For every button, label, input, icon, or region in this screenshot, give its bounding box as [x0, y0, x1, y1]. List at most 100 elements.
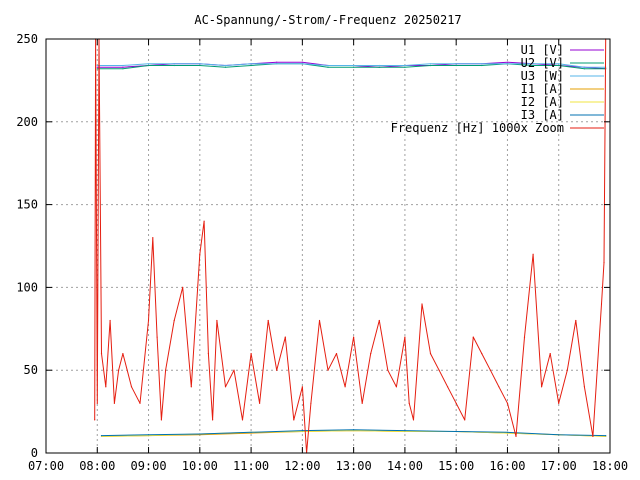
series-7-point	[387, 369, 389, 371]
series-7-point	[361, 402, 363, 404]
series-7-point	[212, 419, 214, 421]
series-3-point	[558, 63, 560, 65]
series-7-point	[472, 336, 474, 338]
series-2-point	[558, 64, 560, 67]
series-2-point	[147, 64, 150, 67]
series-2-point	[327, 66, 329, 68]
x-tick-label: 11:00	[233, 459, 269, 473]
x-tick-label: 16:00	[489, 459, 525, 473]
series-7-point	[276, 369, 278, 371]
series-3-point	[532, 63, 534, 65]
legend-label-6: I3 [A]	[521, 108, 564, 122]
series-3-point	[276, 63, 278, 65]
series-7-point	[293, 419, 295, 421]
y-tick-label: 250	[16, 32, 38, 46]
y-tick-label: 100	[16, 280, 38, 294]
series-7-point	[515, 435, 517, 437]
series-7-point	[160, 419, 162, 421]
series-3-point	[455, 63, 457, 65]
x-tick-label: 08:00	[79, 459, 115, 473]
series-7-point	[395, 386, 397, 388]
series-7-point	[267, 319, 269, 322]
series-7-point	[182, 286, 184, 288]
series-3-point	[404, 64, 406, 67]
series-2-point	[199, 64, 201, 67]
series-6-point	[100, 435, 103, 437]
series-7-point	[566, 369, 568, 371]
series-2-point	[224, 66, 227, 68]
series-1-point	[301, 61, 303, 63]
series-6-point	[199, 433, 201, 435]
series-7-point	[558, 402, 560, 404]
series-7-point	[592, 435, 594, 437]
series-7-point	[370, 353, 372, 355]
series-6-point	[250, 431, 252, 433]
series-6-point	[558, 434, 560, 436]
series-7-point	[190, 386, 192, 388]
legend-label-3: U3 [W]	[521, 69, 564, 83]
series-2-point	[455, 64, 457, 67]
series-7-point	[207, 353, 209, 355]
y-tick-label: 0	[31, 446, 38, 460]
chart-title: AC-Spannung/-Strom/-Frequenz 20250217	[194, 13, 461, 27]
series-2-point	[173, 64, 175, 67]
series-3-point	[429, 63, 432, 65]
series-3-point	[96, 64, 98, 67]
series-2-point	[583, 68, 586, 70]
series-6-point	[455, 430, 457, 433]
series-7-point	[455, 402, 457, 404]
series-3-point	[224, 64, 227, 67]
x-tick-label: 17:00	[541, 459, 577, 473]
series-7-point	[156, 336, 158, 338]
series-2-point	[404, 66, 406, 68]
series-5-point	[404, 430, 406, 433]
series-7-point	[583, 386, 586, 388]
series-2-point	[481, 64, 483, 67]
series-2-point	[429, 64, 432, 67]
series-6-point	[301, 430, 303, 432]
series-3-point	[506, 63, 509, 65]
series-3-point	[481, 63, 483, 65]
series-7-point	[109, 319, 111, 322]
series-3-point	[583, 66, 586, 68]
series-7-point	[523, 336, 526, 338]
legend-label-5: I2 [A]	[521, 95, 564, 109]
series-7-point	[404, 336, 406, 338]
x-tick-label: 10:00	[182, 459, 218, 473]
series-line-7	[94, 38, 607, 454]
series-7-point	[173, 319, 175, 322]
legend-label-1: U1 [V]	[521, 43, 564, 57]
series-7-point	[318, 319, 321, 322]
series-7-point	[139, 402, 141, 404]
series-7-point	[429, 353, 432, 355]
series-7-point	[327, 369, 329, 371]
series-6-point	[404, 430, 406, 432]
series-7-point	[498, 386, 500, 388]
series-2-point	[122, 68, 124, 70]
series-7-point	[105, 386, 107, 388]
series-7-point	[378, 319, 380, 322]
series-7-point	[600, 303, 603, 305]
series-6-point	[147, 434, 150, 436]
series-7-point	[224, 386, 227, 388]
series-2-point	[353, 66, 355, 68]
series-7-point	[464, 419, 466, 421]
series-7-point	[250, 353, 252, 355]
series-7-point	[130, 386, 133, 388]
series-7-point	[216, 319, 218, 322]
series-3-point	[199, 63, 201, 65]
series-7-point	[344, 386, 346, 388]
series-7-point	[412, 419, 415, 421]
legend: U1 [V]U2 [V]U3 [W]I1 [A]I2 [A]I3 [A]Freq…	[391, 43, 604, 135]
plot-frame	[45, 38, 611, 454]
series-7-point	[421, 303, 423, 305]
ticks-layer: 0 50 100 150 200 250 07:00 08:00 09:00 10:00 11:00…	[16, 32, 628, 473]
series-7-point	[575, 319, 577, 322]
series-7-point	[408, 402, 410, 404]
series-7-point	[301, 386, 303, 388]
series-1-point	[122, 66, 124, 68]
series-7-point	[147, 319, 150, 322]
series-7-point	[438, 369, 440, 371]
x-tick-label: 12:00	[284, 459, 320, 473]
